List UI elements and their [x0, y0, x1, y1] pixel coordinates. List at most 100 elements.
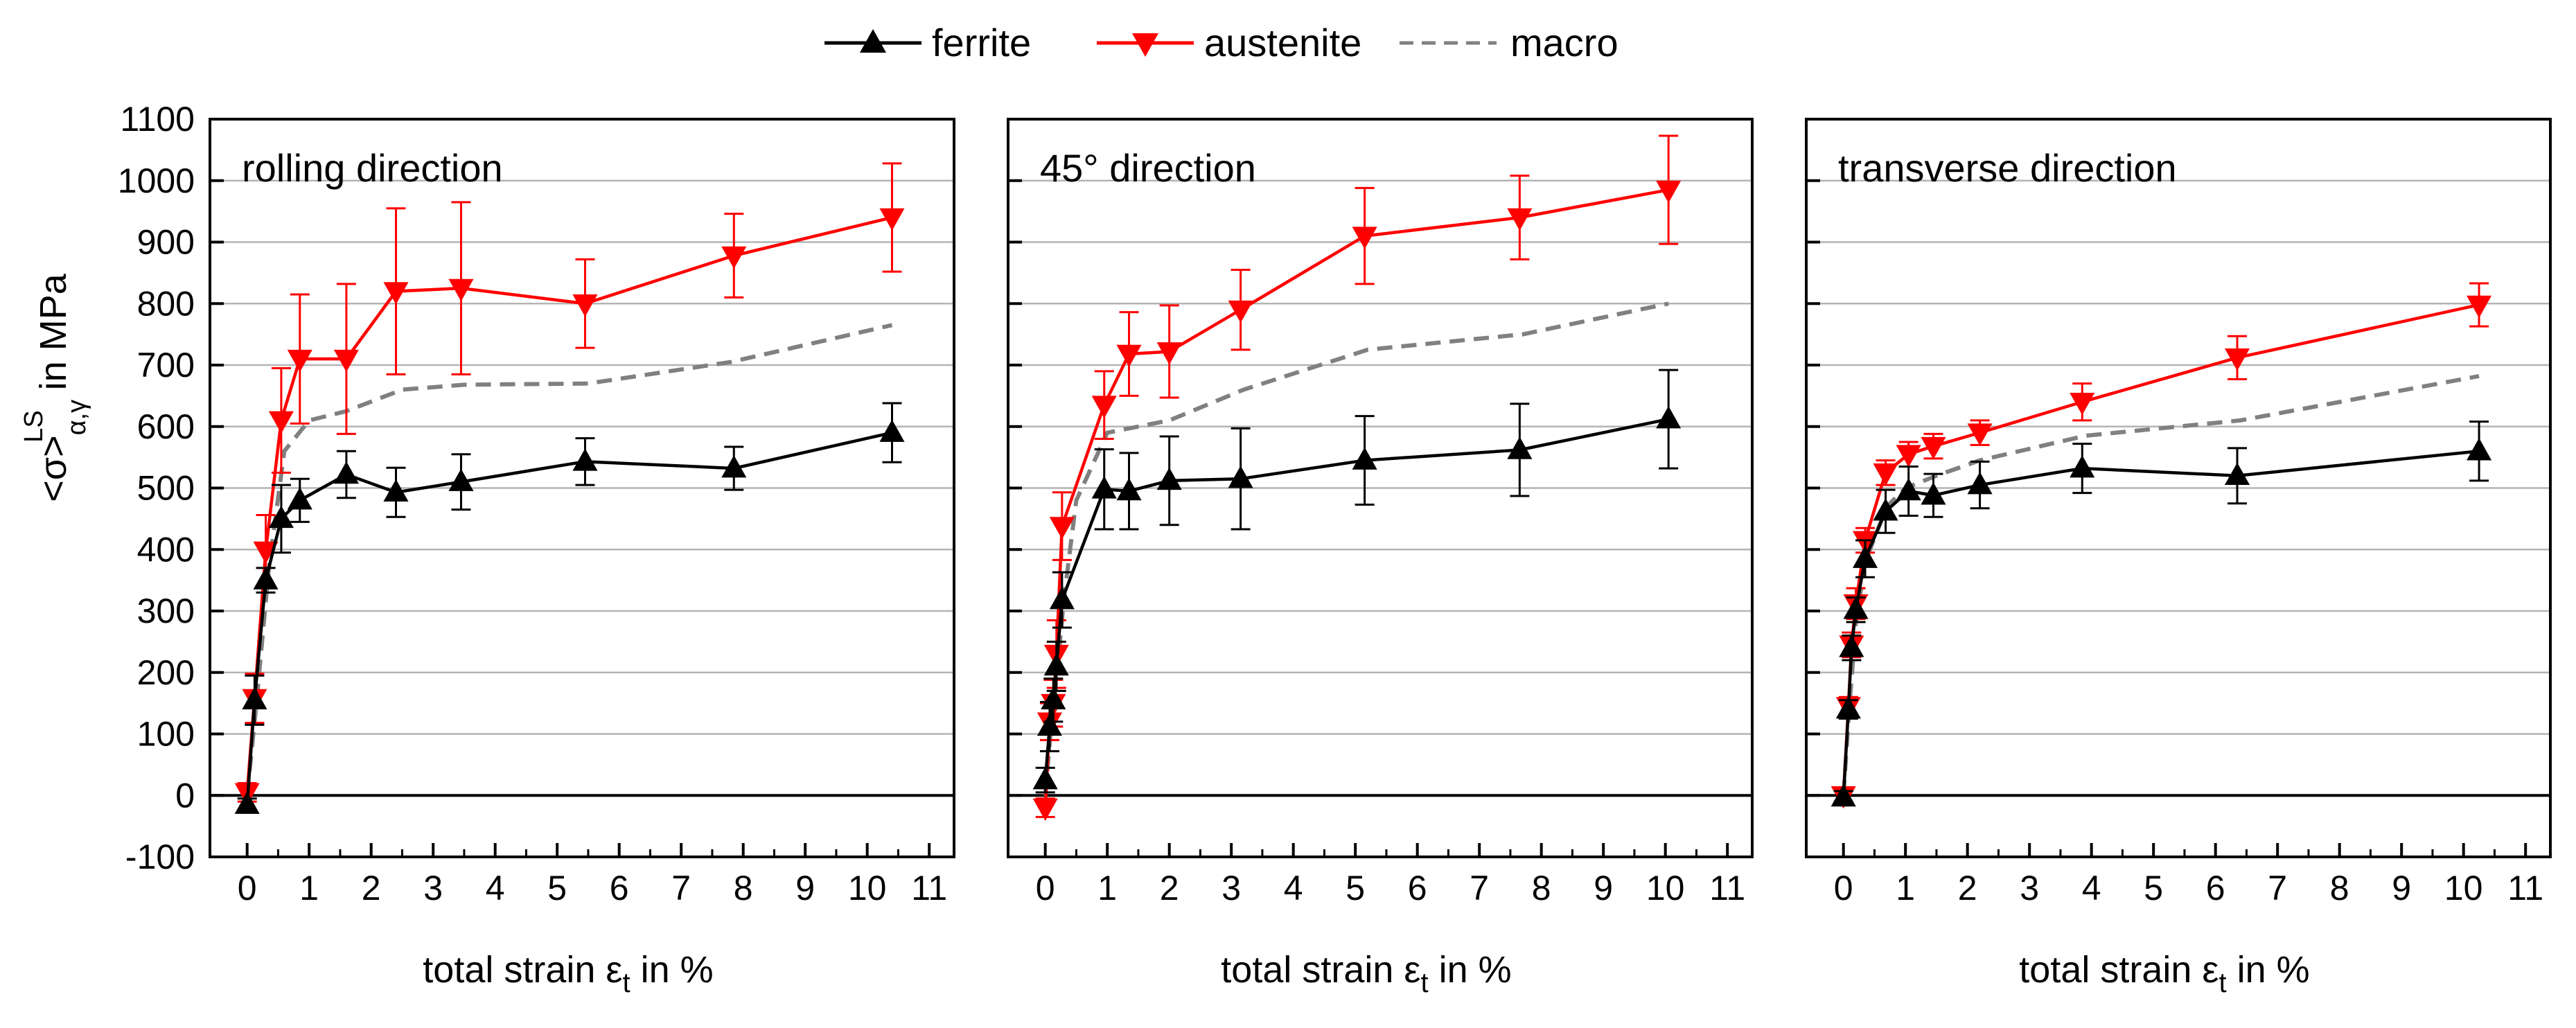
x-tick-label: 4: [1284, 869, 1303, 907]
x-tick-label: 7: [2268, 869, 2287, 907]
data-point-austenite: [287, 349, 312, 373]
x-tick-label: 8: [734, 869, 753, 907]
data-point-ferrite: [1873, 498, 1898, 521]
series-line-macro: [245, 323, 893, 796]
x-tick-label: 2: [1160, 869, 1179, 907]
x-tick-label: 6: [610, 869, 629, 907]
data-point-austenite: [1091, 396, 1117, 418]
data-point-austenite: [383, 282, 409, 305]
data-point-ferrite: [253, 567, 279, 590]
data-point-austenite: [1967, 423, 1993, 446]
y-axis-ticks: -100 0 100 200 300 400 500 600 700 800 900 1000 1100: [118, 100, 224, 876]
x-tick-label: 6: [2206, 869, 2225, 907]
data-point-ferrite: [1049, 587, 1075, 610]
series-group: [234, 162, 905, 814]
panel-title: 45° direction: [1040, 146, 1256, 190]
y-axis-label-suffix: in MPa: [33, 273, 74, 400]
data-point-ferrite: [287, 487, 312, 510]
x-tick-label: 5: [547, 869, 567, 907]
data-point-austenite: [1156, 342, 1182, 365]
data-point-austenite: [333, 349, 359, 373]
x-axis-label: total strain εt in %: [1221, 949, 1511, 998]
y-tick-label: 300: [137, 592, 195, 630]
data-point-ferrite: [1656, 406, 1682, 429]
x-tick-label: 5: [1346, 869, 1365, 907]
data-point-ferrite: [1507, 436, 1533, 459]
data-point-ferrite: [2224, 462, 2250, 486]
x-tick-label: 0: [238, 869, 257, 907]
data-point-ferrite: [2070, 455, 2095, 478]
data-point-ferrite: [1041, 686, 1066, 709]
data-point-austenite: [2224, 348, 2250, 371]
data-point-austenite: [1873, 463, 1898, 486]
x-axis-label-sub: t: [623, 968, 630, 998]
x-tick-label: 3: [2020, 869, 2039, 907]
data-point-ferrite: [1228, 466, 1253, 488]
data-point-ferrite: [1967, 472, 1993, 495]
y-tick-label: 700: [137, 346, 195, 384]
data-point-ferrite: [1352, 447, 1377, 470]
series-ferrite: [234, 402, 905, 814]
legend-item-ferrite: ferrite: [824, 21, 1031, 64]
x-tick-label: 2: [1958, 869, 1977, 907]
series-ferrite: [1032, 369, 1682, 794]
legend-item-macro: macro: [1400, 21, 1618, 64]
data-point-ferrite: [1036, 713, 1063, 736]
data-point-austenite: [2070, 392, 2095, 416]
x-axis-label-main: total strain ε: [2019, 949, 2218, 991]
series-austenite: [234, 162, 905, 806]
y-tick-label: 900: [137, 223, 195, 262]
series-line-ferrite: [1043, 417, 1669, 781]
legend-label-ferrite: ferrite: [932, 21, 1031, 64]
data-point-austenite: [1049, 517, 1075, 540]
x-axis-label-sub: t: [1421, 968, 1429, 998]
x-tick-label: 11: [2507, 869, 2543, 907]
legend-label-macro: macro: [1510, 21, 1618, 64]
legend-marker-austenite: [1132, 33, 1158, 57]
x-tick-label: 11: [911, 869, 947, 907]
data-point-ferrite: [879, 419, 905, 442]
x-tick-label: 3: [1221, 869, 1241, 907]
data-point-ferrite: [1852, 545, 1878, 568]
data-point-austenite: [448, 278, 474, 302]
y-tick-label: 100: [137, 715, 195, 754]
panel-45-direction: 0 1 2 3 4 5 6 7 8 9 10 11 45° direction total strain …: [1007, 118, 1754, 998]
y-tick-label: 500: [137, 469, 195, 508]
data-point-austenite: [879, 208, 905, 231]
x-tick-label: 7: [671, 869, 691, 907]
x-tick-label: 9: [795, 869, 815, 907]
x-tick-label: 10: [2444, 869, 2483, 907]
data-point-ferrite: [268, 505, 294, 529]
y-axis-label-sup: LS: [19, 410, 48, 442]
data-point-ferrite: [1830, 783, 1856, 807]
x-axis-ticks: 0 1 2 3 4 5 6 7 8 9 10 11: [1834, 843, 2543, 907]
x-tick-label: 8: [1532, 869, 1551, 907]
data-point-austenite: [1116, 344, 1142, 368]
gridlines: [210, 179, 954, 797]
data-point-ferrite: [448, 468, 474, 491]
legend-item-austenite: austenite: [1097, 21, 1361, 64]
data-point-austenite: [1228, 300, 1253, 324]
data-point-ferrite: [234, 791, 260, 814]
series-group: [1830, 282, 2492, 809]
x-axis-label: total strain εt in %: [423, 949, 713, 998]
data-point-austenite: [1921, 436, 1946, 460]
x-tick-label: 8: [2330, 869, 2349, 907]
x-axis-label-main: total strain ε: [423, 949, 622, 991]
data-point-ferrite: [1032, 767, 1058, 790]
x-tick-label: 10: [848, 869, 887, 907]
series-ferrite: [1830, 420, 2492, 807]
y-axis-ticks: [1806, 118, 1820, 858]
panel-rolling-direction: 0 1 2 3 4 5 6 7 8 9 10 11 -100 0 100 200 300 400 500 600 700…: [118, 100, 955, 998]
data-point-ferrite: [1843, 596, 1869, 619]
x-tick-label: 5: [2144, 869, 2163, 907]
data-point-ferrite: [721, 455, 747, 478]
legend: ferrite austenite macro: [824, 21, 1618, 64]
x-tick-label: 0: [1036, 869, 1055, 907]
data-point-austenite: [253, 541, 279, 565]
x-tick-label: 11: [1709, 869, 1745, 907]
data-point-ferrite: [1116, 477, 1142, 501]
x-axis-label-suffix: in %: [630, 949, 714, 991]
data-point-ferrite: [1921, 482, 1946, 505]
